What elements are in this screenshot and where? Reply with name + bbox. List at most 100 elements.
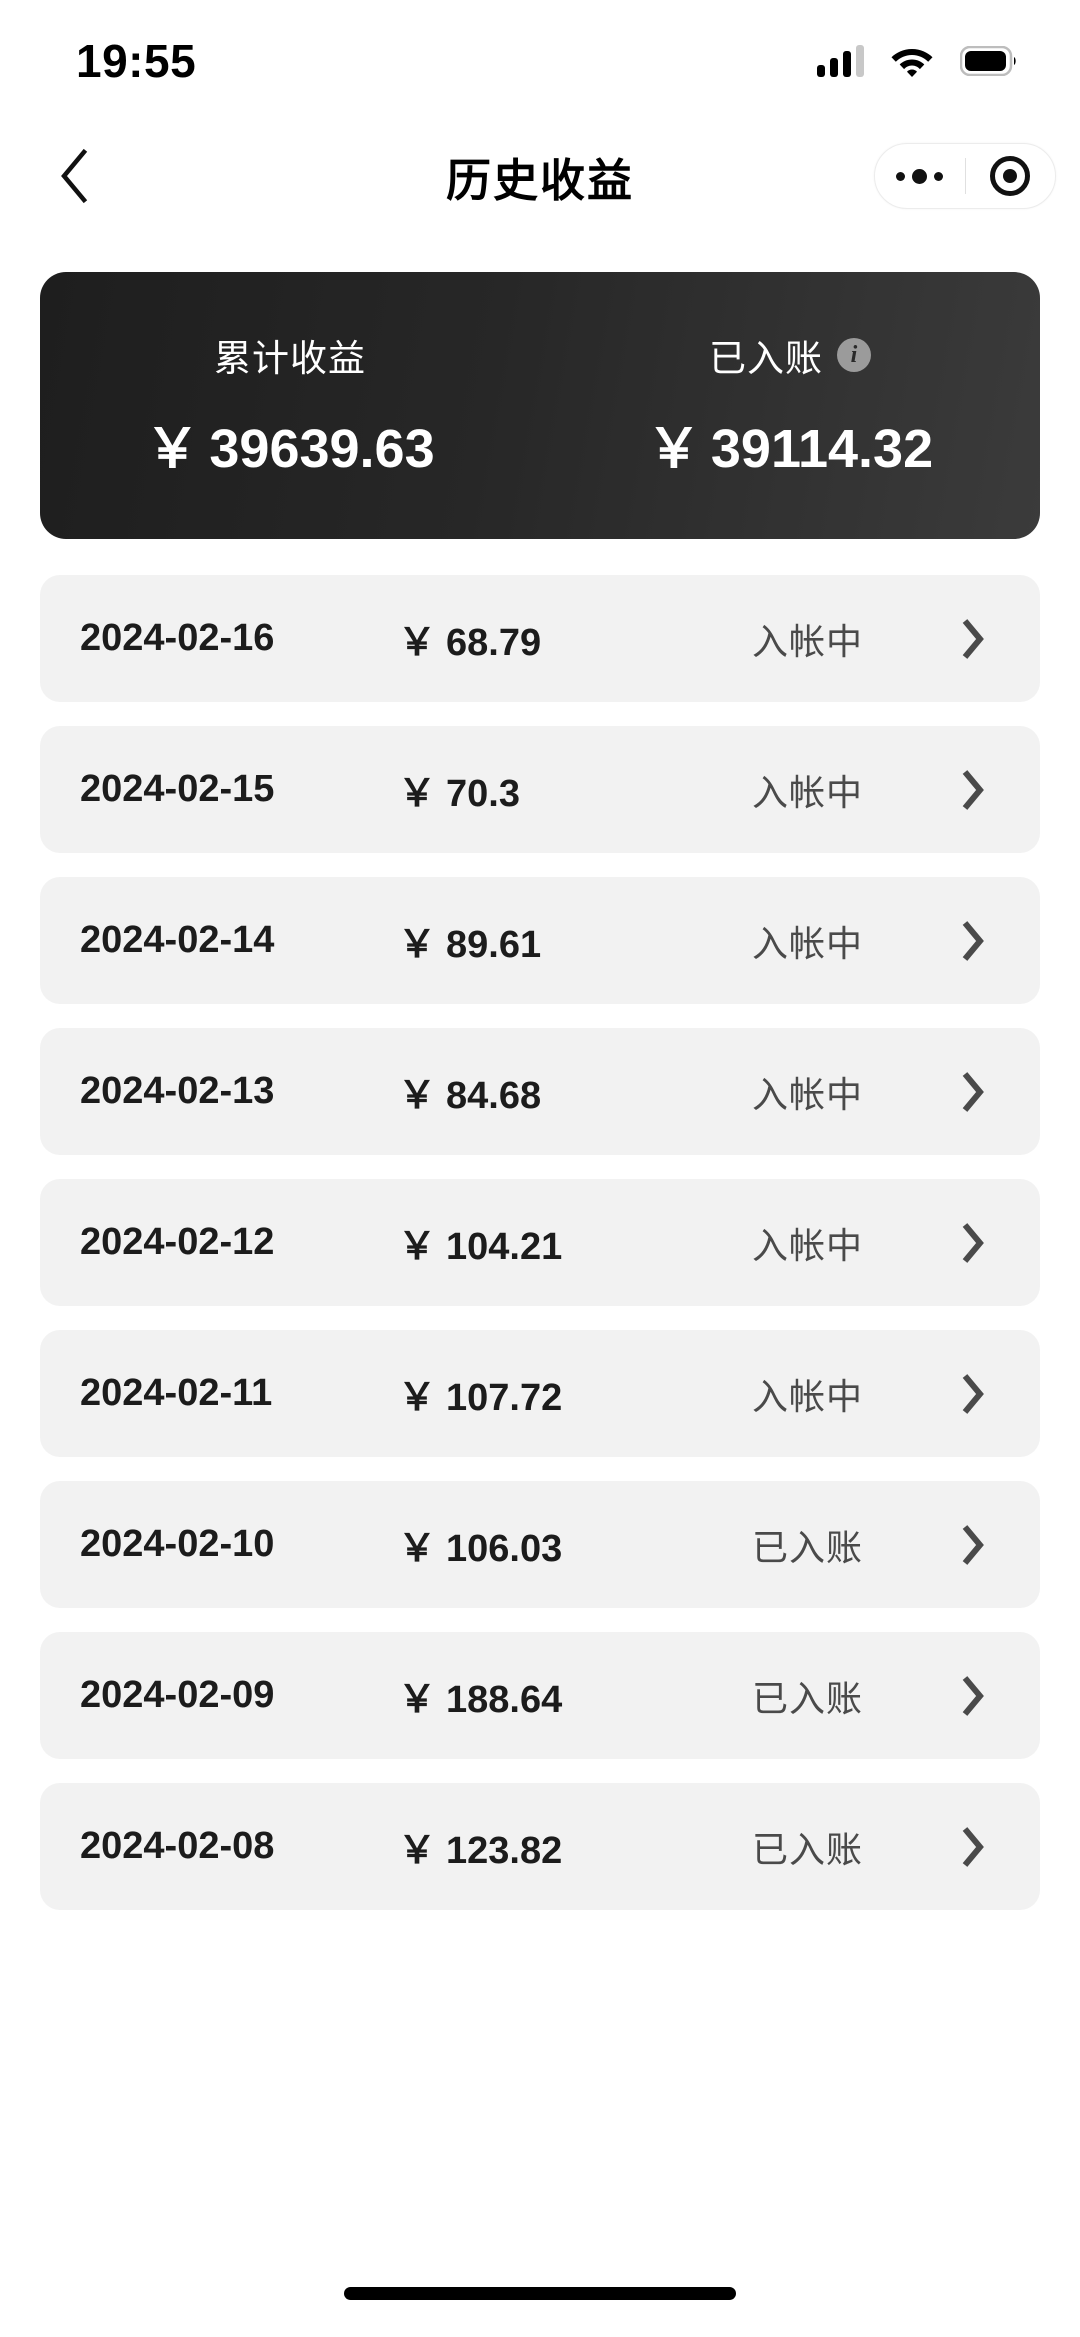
total-earnings-number: 39639.63 <box>209 419 435 479</box>
earnings-row-chevron-button[interactable] <box>942 1674 1002 1718</box>
earnings-row-date: 2024-02-08 <box>80 1825 275 1867</box>
chevron-right-icon <box>962 1826 984 1867</box>
earnings-row-date: 2024-02-09 <box>80 1674 275 1716</box>
earnings-row-currency: ￥ <box>398 1226 437 1268</box>
chevron-right-icon <box>962 1373 984 1414</box>
earnings-row-chevron-button[interactable] <box>942 617 1002 661</box>
earnings-row[interactable]: 2024-02-14 ￥ 89.61 入帐中 <box>40 877 1040 1004</box>
earnings-row-currency: ￥ <box>398 622 437 664</box>
earnings-summary-card: 累计收益 ￥ 39639.63 已入账 i ￥ 39114.32 <box>40 272 1040 539</box>
earnings-row-currency: ￥ <box>398 1075 437 1117</box>
earnings-row-chevron-button[interactable] <box>942 1221 1002 1265</box>
earnings-row[interactable]: 2024-02-12 ￥ 104.21 入帐中 <box>40 1179 1040 1306</box>
more-menu-button[interactable] <box>875 144 965 208</box>
earnings-row-currency: ￥ <box>398 773 437 815</box>
earnings-row-number: 106.03 <box>446 1528 563 1570</box>
chevron-right-icon <box>962 618 984 659</box>
total-earnings-label-row: 累计收益 <box>214 328 366 382</box>
earnings-row-date: 2024-02-16 <box>80 617 275 659</box>
wechat-capsule-bar <box>874 143 1056 209</box>
status-bar: 19:55 <box>0 0 1080 122</box>
earnings-row-amount: ￥ 84.68 <box>370 1064 752 1119</box>
page-title: 历史收益 <box>445 154 634 206</box>
earnings-row-number: 104.21 <box>446 1226 563 1268</box>
earnings-row-amount: ￥ 123.82 <box>370 1819 752 1874</box>
earnings-row-currency: ￥ <box>398 924 437 966</box>
status-bar-time: 19:55 <box>76 35 197 87</box>
navigation-bar: 历史收益 <box>0 122 1080 230</box>
earnings-row-amount: ￥ 188.64 <box>370 1668 752 1723</box>
ellipsis-icon <box>896 168 944 184</box>
chevron-right-icon <box>962 1524 984 1565</box>
chevron-right-icon <box>962 1071 984 1112</box>
earnings-row-chevron-button[interactable] <box>942 1070 1002 1114</box>
earnings-row-amount: ￥ 68.79 <box>370 611 752 666</box>
earnings-row-status: 已入账 <box>752 1526 864 1568</box>
target-circle-icon <box>990 156 1031 196</box>
earnings-row-number: 123.82 <box>446 1830 563 1872</box>
earnings-row-amount: ￥ 70.3 <box>370 762 752 817</box>
earnings-row-status: 入帐中 <box>752 1073 864 1115</box>
chevron-right-icon <box>962 1675 984 1716</box>
home-indicator-bar[interactable] <box>344 2287 736 2300</box>
earnings-row-number: 84.68 <box>446 1075 542 1117</box>
total-earnings-block: 累计收益 ￥ 39639.63 <box>40 328 540 483</box>
earnings-row-chevron-button[interactable] <box>942 1523 1002 1567</box>
capsule-divider <box>964 158 966 194</box>
earnings-row[interactable]: 2024-02-15 ￥ 70.3 入帐中 <box>40 726 1040 853</box>
credited-earnings-label-row: 已入账 i <box>709 328 871 382</box>
earnings-row-date: 2024-02-11 <box>80 1372 273 1414</box>
earnings-row-status: 入帐中 <box>752 771 864 813</box>
earnings-row-date: 2024-02-15 <box>80 768 275 810</box>
earnings-row[interactable]: 2024-02-08 ￥ 123.82 已入账 <box>40 1783 1040 1910</box>
wifi-icon <box>891 49 933 77</box>
credited-earnings-currency: ￥ <box>646 419 701 479</box>
earnings-row-chevron-button[interactable] <box>942 1825 1002 1869</box>
earnings-row-status: 入帐中 <box>752 1224 864 1266</box>
total-earnings-currency: ￥ <box>145 419 200 479</box>
earnings-row-number: 188.64 <box>446 1679 563 1721</box>
earnings-row-date: 2024-02-13 <box>80 1070 275 1112</box>
battery-icon <box>960 46 1016 76</box>
earnings-row[interactable]: 2024-02-09 ￥ 188.64 已入账 <box>40 1632 1040 1759</box>
status-bar-icons <box>817 45 1018 77</box>
total-earnings-value: ￥ 39639.63 <box>145 404 434 483</box>
earnings-row-number: 89.61 <box>446 924 542 966</box>
back-button[interactable] <box>34 136 114 216</box>
earnings-row-chevron-button[interactable] <box>942 919 1002 963</box>
earnings-row[interactable]: 2024-02-13 ￥ 84.68 入帐中 <box>40 1028 1040 1155</box>
info-icon[interactable]: i <box>837 338 871 372</box>
credited-earnings-block: 已入账 i ￥ 39114.32 <box>540 328 1040 483</box>
chevron-right-icon <box>962 920 984 961</box>
earnings-row-status: 已入账 <box>752 1828 864 1870</box>
close-miniprogram-button[interactable] <box>966 144 1056 208</box>
credited-earnings-label: 已入账 <box>709 338 823 379</box>
earnings-row-date: 2024-02-10 <box>80 1523 275 1565</box>
earnings-row[interactable]: 2024-02-16 ￥ 68.79 入帐中 <box>40 575 1040 702</box>
earnings-history-list[interactable]: 2024-02-16 ￥ 68.79 入帐中 2024-02-15 ￥ 70.3 入帐中 202… <box>0 575 1080 2250</box>
earnings-row[interactable]: 2024-02-10 ￥ 106.03 已入账 <box>40 1481 1040 1608</box>
earnings-row-currency: ￥ <box>398 1679 437 1721</box>
earnings-row-status: 入帐中 <box>752 922 864 964</box>
earnings-row-status: 已入账 <box>752 1677 864 1719</box>
earnings-row-chevron-button[interactable] <box>942 768 1002 812</box>
earnings-row[interactable]: 2024-02-11 ￥ 107.72 入帐中 <box>40 1330 1040 1457</box>
earnings-row-currency: ￥ <box>398 1528 437 1570</box>
earnings-row-date: 2024-02-12 <box>80 1221 275 1263</box>
credited-earnings-value: ￥ 39114.32 <box>647 404 933 483</box>
earnings-row-status: 入帐中 <box>752 620 864 662</box>
home-indicator-area <box>0 2250 1080 2337</box>
earnings-row-number: 68.79 <box>446 622 542 664</box>
chevron-right-icon <box>962 769 984 810</box>
earnings-row-date: 2024-02-14 <box>80 919 275 961</box>
earnings-row-chevron-button[interactable] <box>942 1372 1002 1416</box>
back-chevron-icon <box>61 148 88 204</box>
earnings-row-currency: ￥ <box>398 1377 437 1419</box>
earnings-row-currency: ￥ <box>398 1830 437 1872</box>
total-earnings-label: 累计收益 <box>214 338 366 379</box>
chevron-right-icon <box>962 1222 984 1263</box>
earnings-row-amount: ￥ 89.61 <box>370 913 752 968</box>
cellular-signal-icon <box>817 45 864 77</box>
earnings-row-status: 入帐中 <box>752 1375 864 1417</box>
